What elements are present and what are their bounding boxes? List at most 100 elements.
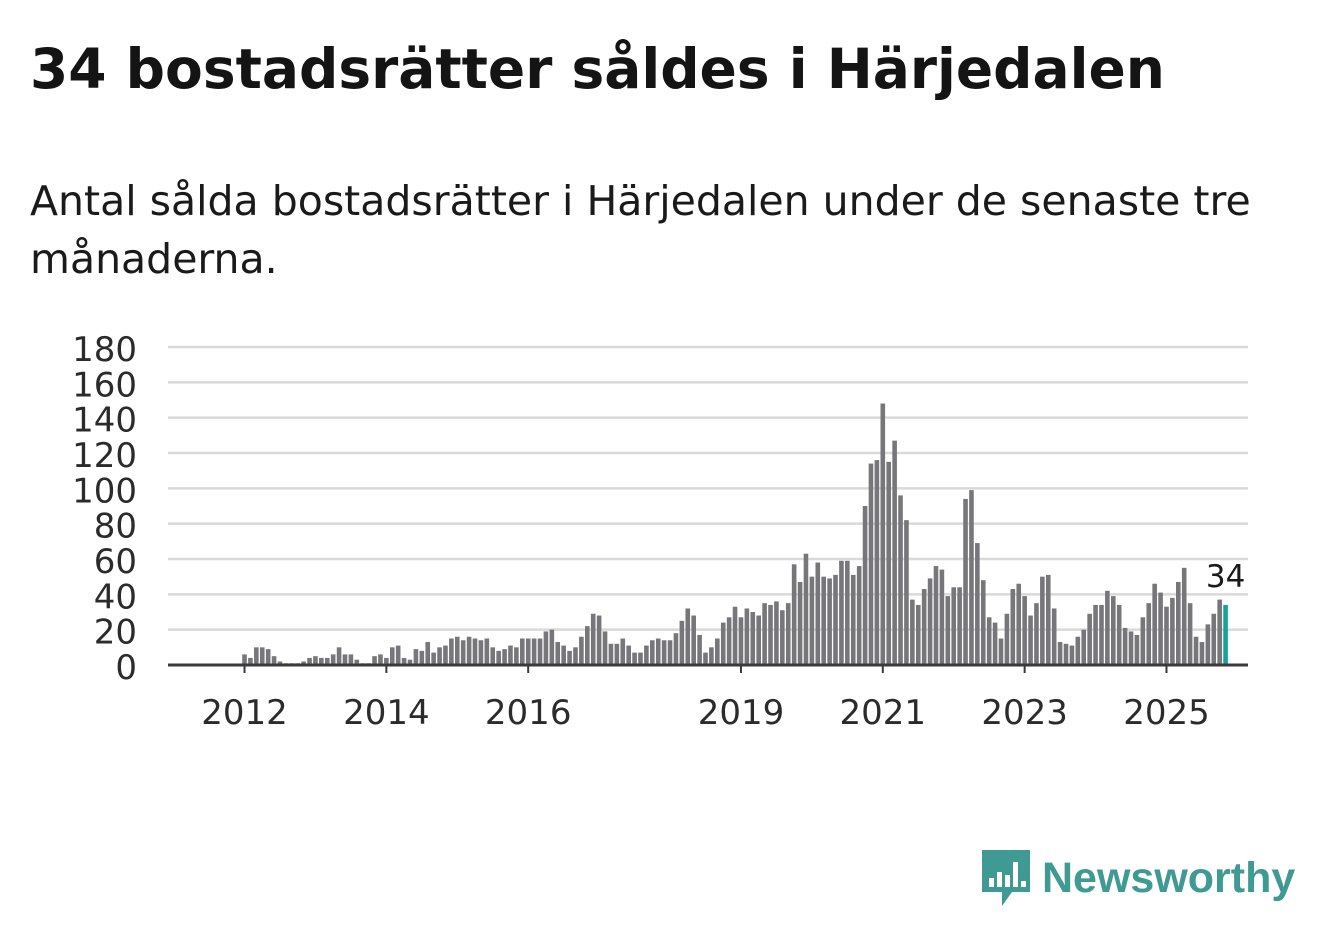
bar [490,647,496,665]
bar [650,640,655,665]
bar [1211,613,1217,665]
bar [484,638,490,665]
bar [1205,624,1211,665]
bar [762,603,767,665]
bar [969,490,974,665]
highlight-bar [1223,604,1228,665]
grid-lines [168,345,1248,631]
x-tick-label: 2012 [201,693,288,733]
highlight-value-label: 34 [1206,559,1245,595]
bar [1193,636,1199,665]
x-tick-label: 2014 [343,693,430,733]
bar [768,604,773,665]
y-tick-label: 60 [94,542,137,582]
bar [389,647,395,665]
bar [856,566,862,665]
y-tick-label: 140 [72,401,137,441]
bar [661,640,667,665]
bar [555,642,561,665]
bar [921,589,927,665]
bar [632,652,637,665]
bar [862,506,868,665]
bar [525,638,531,665]
bar [803,553,809,665]
bar [1034,603,1039,665]
y-tick-label: 100 [72,471,137,511]
bar [579,636,584,665]
bar [1128,631,1134,665]
newsworthy-logo: Newsworthy [980,848,1295,908]
bar [1016,583,1022,665]
bar [1087,613,1092,665]
x-tick-label: 2025 [1123,693,1210,733]
bar [561,645,566,665]
bar [697,634,702,665]
bar [1075,636,1081,665]
bar [791,564,797,665]
bar [986,617,992,665]
bar [449,638,454,665]
chart-subtitle: Antal sålda bostadsrätter i Härjedalen u… [30,177,1251,283]
bar [496,650,501,665]
bar [265,649,271,665]
bar [1176,581,1181,665]
bar [454,636,460,665]
bar [1152,583,1157,665]
bar [567,650,572,665]
bar [378,654,383,665]
bar [1069,645,1075,665]
bar [839,560,844,665]
bar [549,629,555,665]
bar [1063,643,1069,665]
bar [809,576,815,665]
bar [750,612,756,665]
bar [1164,606,1169,665]
bar [460,640,466,665]
bar [1122,627,1128,665]
bar [1116,604,1122,665]
bar [254,647,259,665]
bar [827,578,832,665]
y-tick-label: 160 [72,365,137,405]
bar [874,460,880,665]
y-tick-label: 40 [94,577,137,617]
bar [951,587,957,665]
bar [401,657,407,665]
bar [685,608,691,665]
bar [821,576,826,665]
bar [880,403,886,665]
bar [620,638,626,665]
bar [1040,576,1045,665]
bar [348,654,354,665]
y-tick-label: 80 [94,507,137,547]
bar [242,654,247,665]
bar [797,581,803,665]
bar [384,657,389,665]
bar [1022,596,1027,665]
bar [443,645,448,665]
x-axis-ticks: 2012 2014 2016 2019 2021 2023 2025 [201,665,1210,733]
bar [715,638,720,665]
bar [531,638,537,665]
y-tick-label: 20 [94,613,137,653]
bar [667,640,673,665]
newsworthy-logo-icon [982,850,1030,906]
bar [738,617,744,665]
bar [744,608,750,665]
x-tick-label: 2023 [981,693,1068,733]
bar [502,649,507,665]
bar [508,645,513,665]
bar [1051,608,1057,665]
annotations: 34 [1206,559,1245,595]
bar [413,649,419,665]
x-tick-label: 2021 [840,693,927,733]
bar [1099,604,1104,665]
bar [850,574,856,665]
bar [1181,567,1187,665]
bar [703,652,708,665]
bar [992,622,998,665]
bar [1081,629,1087,665]
bar [248,657,253,665]
bar [963,498,968,665]
